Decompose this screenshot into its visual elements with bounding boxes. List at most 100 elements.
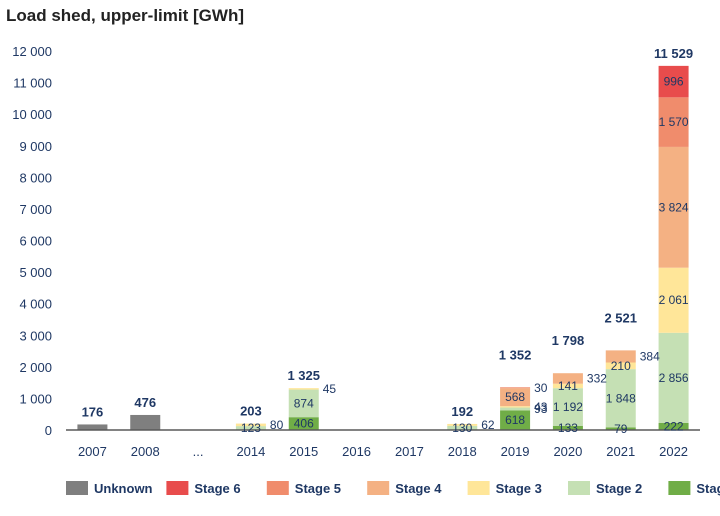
y-tick-label: 11 000 [13,76,52,91]
legend-swatch [568,481,590,495]
legend-swatch [266,481,289,495]
y-tick-label: 6 000 [19,234,52,249]
data-label: 618 [505,413,525,427]
legend-label: Stage 2 [596,481,642,496]
legend-label: Stage 5 [295,481,341,496]
total-label: 476 [134,395,156,410]
x-tick-label: 2017 [395,444,424,459]
x-tick-label: 2007 [78,444,107,459]
data-label: 210 [611,359,631,373]
data-label: 568 [505,390,525,404]
data-label: 332 [587,371,607,385]
total-label: 203 [240,404,262,419]
bar-segment [500,387,531,389]
total-label: 176 [82,404,104,419]
bar-segment [235,423,266,427]
bar-segment [77,424,108,430]
total-label: 11 529 [654,46,693,61]
legend-label: Unknown [94,481,153,496]
legend-swatch [166,481,189,495]
bar-segment [658,97,689,147]
x-tick-label: 2019 [501,444,530,459]
y-tick-label: 9 000 [19,139,52,154]
total-label: 1 798 [552,333,585,348]
data-label: 1 570 [659,115,689,129]
y-tick-label: 8 000 [19,170,52,185]
y-tick-label: 3 000 [19,328,52,343]
data-label: 874 [294,396,314,410]
bar-segment [552,373,583,384]
bar-segment [605,427,636,430]
legend-label: Stage 4 [395,481,442,496]
bar-segment [658,65,689,98]
y-tick-label: 4 000 [19,297,52,312]
bar-segment [235,426,266,430]
data-label: 93 [534,402,548,416]
x-tick-label: 2016 [342,444,371,459]
y-tick-label: 0 [45,423,52,438]
y-tick-label: 10 000 [12,107,52,122]
data-label: 2 856 [659,371,689,385]
data-label: 222 [664,419,684,433]
bar-segment [500,407,531,411]
x-tick-label: 2008 [131,444,160,459]
data-label: 30 [534,381,548,395]
data-label: 80 [270,418,284,432]
x-tick-label: 2018 [448,444,477,459]
total-label: 1 325 [287,368,320,383]
bar-segment [658,267,689,333]
legend-swatch [467,481,490,495]
data-label: 43 [534,400,548,414]
bar-segment [288,417,319,430]
data-label: 123 [241,421,261,435]
x-tick-label: ... [193,444,204,459]
bar-segment [552,383,583,389]
x-tick-label: 2022 [659,444,688,459]
bar-segment [658,422,689,430]
bar-segment [658,332,689,423]
data-label: 996 [664,75,684,89]
bar-segment [605,369,636,428]
y-tick-label: 2 000 [19,360,52,375]
total-label: 1 352 [499,347,532,362]
bar-segment [500,406,531,408]
bar-segment [552,388,583,426]
bar-segment [605,350,636,363]
x-tick-label: 2021 [606,444,635,459]
data-label: 141 [558,379,578,393]
bar-segment [447,425,478,430]
total-label: 192 [451,404,473,419]
data-label: 133 [558,421,578,435]
bar-segment [130,414,161,430]
data-label: 45 [323,382,337,396]
legend-swatch [66,481,88,495]
legend-label: Stage 6 [194,481,240,496]
bar-segment [288,389,319,418]
x-tick-label: 2014 [236,444,265,459]
legend-label: Stage 3 [496,481,542,496]
x-tick-label: 2015 [289,444,318,459]
bar-segment [552,425,583,430]
legend-swatch [668,481,691,495]
bar-segment [658,146,689,268]
legend-label: Stage 1 [696,481,720,496]
bar-segment [605,362,636,370]
bar-segment [500,388,531,407]
data-label: 2 061 [659,293,689,307]
bar-segment [288,388,319,390]
data-label: 384 [640,349,660,363]
data-label: 79 [614,422,628,436]
total-label: 2 521 [604,310,637,325]
data-label: 3 824 [659,200,689,214]
data-label: 62 [481,418,495,432]
data-label: 406 [294,417,314,431]
bar-segment [447,423,478,426]
y-tick-label: 7 000 [19,202,52,217]
data-label: 1 848 [606,391,636,405]
y-tick-label: 1 000 [19,391,52,406]
chart-title: Load shed, upper-limit [GWh] [6,6,244,25]
y-tick-label: 12 000 [12,44,52,59]
data-label: 1 192 [553,400,583,414]
